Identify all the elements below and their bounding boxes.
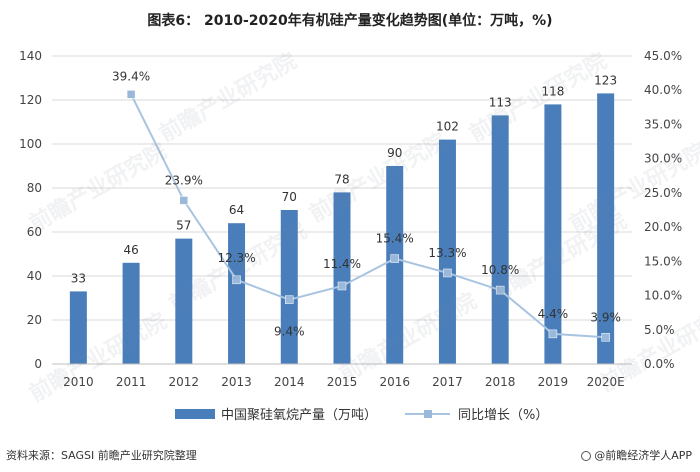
y-right-tick-label: 15.0% [644, 254, 682, 268]
growth-marker [285, 295, 294, 304]
y-right-tick-label: 5.0% [644, 323, 675, 337]
growth-marker [337, 281, 347, 291]
y-right-tick-label: 10.0% [644, 289, 682, 303]
y-right-tick-label: 40.0% [644, 83, 682, 97]
brand-text: @前瞻经济学人APP [594, 449, 692, 462]
legend-line-marker [424, 410, 432, 418]
growth-line [130, 93, 606, 339]
y-left-tick-label: 60 [27, 225, 42, 239]
bar [69, 291, 87, 364]
bar-value-label: 90 [387, 146, 402, 160]
bar-value-label: 46 [123, 243, 138, 257]
growth-marker [126, 90, 136, 99]
bar [175, 238, 193, 364]
y-right-tick-label: 20.0% [644, 220, 682, 234]
growth-value-label: 11.4% [323, 257, 361, 271]
growth-marker [390, 254, 399, 263]
y-left-tick-label: 120 [19, 93, 42, 107]
bar-value-label: 64 [229, 203, 244, 217]
bar [597, 93, 615, 365]
x-tick-label: 2020E [587, 375, 625, 389]
y-right-tick-label: 45.0% [644, 49, 682, 63]
bar [333, 192, 351, 364]
y-left-tick-label: 80 [27, 181, 42, 195]
data-labels: 33 46 57 64 70 78 90 102 113 118 123 39.4% 23.9% 12.3… [71, 69, 621, 338]
bar-value-label: 70 [282, 190, 297, 204]
bar-value-label: 118 [541, 84, 564, 98]
growth-marker [601, 333, 610, 342]
growth-value-label: 10.8% [481, 263, 519, 277]
y-left-tick-label: 0 [34, 357, 42, 371]
growth-value-label: 3.9% [590, 310, 621, 324]
x-tick-label: 2016 [379, 375, 410, 389]
growth-value-label: 12.3% [217, 251, 255, 265]
brand-logo-icon [581, 451, 592, 461]
growth-value-label: 15.4% [376, 232, 414, 246]
growth-value-label: 13.3% [428, 246, 466, 260]
x-tick-label: 2011 [116, 375, 147, 389]
x-tick-label: 2015 [327, 375, 358, 389]
bar [280, 210, 298, 364]
growth-marker [179, 196, 189, 205]
growth-marker [495, 285, 505, 295]
line-series [126, 90, 610, 342]
legend: 中国聚硅氧烷产量（万吨） 同比增长（%） [175, 408, 548, 423]
bar [491, 115, 509, 365]
y-left-tick-label: 40 [27, 269, 42, 283]
source-note: 资料来源：SAGSI 前瞻产业研究院整理 [6, 449, 197, 462]
x-tick-label: 2014 [274, 375, 305, 389]
growth-value-label: 39.4% [112, 69, 150, 83]
growth-value-label: 9.4% [274, 325, 305, 339]
y-right-tick-label: 0.0% [644, 357, 675, 371]
legend-bar-swatch [175, 409, 215, 419]
x-tick-label: 2010 [63, 375, 94, 389]
bar-value-label: 113 [489, 95, 512, 109]
bar [228, 223, 246, 364]
growth-value-label: 23.9% [165, 173, 203, 187]
bar [438, 139, 456, 364]
growth-marker [548, 329, 558, 339]
bar-value-label: 102 [436, 120, 459, 134]
legend-line-label: 同比增长（%） [458, 408, 548, 423]
bar [122, 262, 140, 364]
growth-value-label: 4.4% [538, 307, 569, 321]
axes: 0 20 40 60 80 100 120 140 0.0% 5.0% 10.0% 15.0% 20.0… [19, 49, 682, 389]
y-left-tick-label: 100 [19, 137, 42, 151]
growth-marker [232, 275, 241, 285]
x-tick-label: 2012 [169, 375, 200, 389]
bar [544, 104, 562, 365]
y-right-tick-label: 35.0% [644, 117, 682, 131]
bar-value-label: 33 [71, 271, 86, 285]
bar-value-label: 78 [334, 172, 349, 186]
x-tick-label: 2013 [221, 375, 252, 389]
brand-credit: @前瞻经济学人APP [581, 447, 692, 463]
x-tick-label: 2017 [432, 375, 463, 389]
y-left-tick-label: 140 [19, 49, 42, 63]
growth-marker [443, 268, 452, 278]
bar [386, 166, 404, 364]
x-tick-label: 2018 [485, 375, 516, 389]
legend-bar-label: 中国聚硅氧烷产量（万吨） [221, 408, 377, 423]
y-right-tick-label: 30.0% [644, 152, 682, 166]
bar-value-label: 123 [594, 73, 617, 87]
chart-title: 图表6： 2010-2020年有机硅产量变化趋势图(单位：万吨，%) [147, 13, 553, 29]
bar-value-label: 57 [176, 219, 191, 233]
x-tick-label: 2019 [538, 375, 569, 389]
bar-series [69, 93, 615, 365]
y-left-tick-label: 20 [27, 313, 42, 327]
y-right-tick-label: 25.0% [644, 186, 682, 200]
